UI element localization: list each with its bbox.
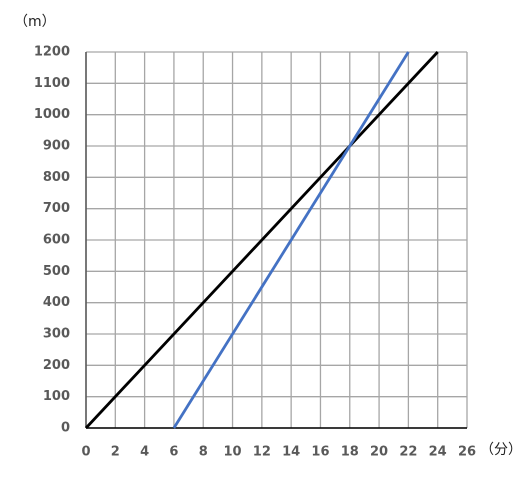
x-axis-label: （分）: [480, 442, 522, 458]
y-tick-label: 500: [43, 264, 70, 279]
x-tick-label: 8: [199, 445, 208, 460]
y-axis-label: （m）: [14, 14, 56, 30]
y-tick-label: 1100: [34, 76, 70, 91]
x-tick-label: 16: [311, 445, 329, 460]
y-tick-label: 600: [43, 233, 70, 248]
x-tick-label: 0: [81, 445, 90, 460]
x-tick-label: 22: [399, 445, 417, 460]
line: [172, 51, 410, 429]
y-tick-label: 0: [61, 421, 70, 436]
y-tick-label: 1000: [34, 107, 70, 122]
x-tick-label: 20: [370, 445, 388, 460]
y-tick-label: 700: [43, 201, 70, 216]
y-tick-label: 1200: [34, 45, 70, 60]
x-tick-label: 24: [429, 445, 447, 460]
y-tick-label: 400: [43, 295, 70, 310]
x-tick-label: 26: [458, 445, 476, 460]
y-tick-label: 200: [43, 358, 70, 373]
x-tick-label: 4: [140, 445, 149, 460]
x-tick-label: 6: [169, 445, 178, 460]
x-tick-label: 18: [341, 445, 359, 460]
x-tick-label: 10: [223, 445, 241, 460]
x-tick-label: 2: [111, 445, 120, 460]
y-tick-label: 300: [43, 327, 70, 342]
y-tick-label: 100: [43, 389, 70, 404]
line: [84, 51, 439, 429]
x-tick-label: 12: [253, 445, 271, 460]
x-tick-label: 14: [282, 445, 300, 460]
y-tick-label: 800: [43, 170, 70, 185]
y-tick-label: 900: [43, 139, 70, 154]
